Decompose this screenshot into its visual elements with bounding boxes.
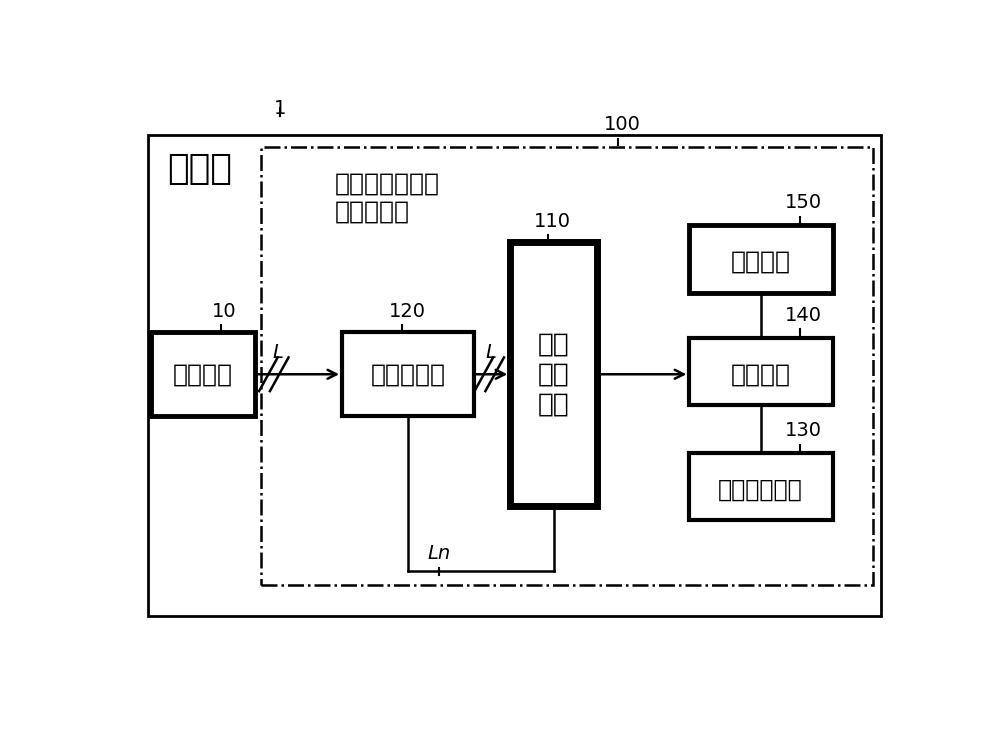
Text: 电压
测量
单元: 电压 测量 单元 [538, 331, 569, 418]
Text: 过滤器单元: 过滤器单元 [370, 362, 445, 386]
Text: 140: 140 [785, 306, 822, 325]
Text: 储存单元: 储存单元 [730, 250, 790, 274]
Bar [148, 135, 881, 616]
Bar [151, 332, 255, 416]
Bar [261, 147, 873, 585]
Text: 用于检测电池组
缺陷的设备: 用于检测电池组 缺陷的设备 [334, 172, 439, 223]
Text: 1: 1 [274, 99, 286, 118]
Text: 电池模块: 电池模块 [173, 362, 232, 386]
Text: 电池组: 电池组 [168, 153, 232, 186]
Text: 110: 110 [534, 212, 571, 231]
Text: 120: 120 [388, 302, 426, 321]
Text: 信号输出单元: 信号输出单元 [718, 477, 803, 502]
Text: L: L [272, 343, 283, 362]
Bar [689, 338, 833, 405]
Bar [689, 226, 833, 293]
Bar [342, 332, 474, 416]
Text: 控制单元: 控制单元 [730, 362, 790, 386]
Text: 10: 10 [212, 302, 236, 321]
Bar [689, 453, 833, 520]
Text: 100: 100 [604, 115, 641, 134]
Text: 130: 130 [785, 421, 822, 440]
Text: Ln: Ln [427, 544, 450, 563]
Bar [510, 242, 597, 507]
Text: 150: 150 [785, 193, 822, 212]
Text: L: L [485, 343, 496, 362]
